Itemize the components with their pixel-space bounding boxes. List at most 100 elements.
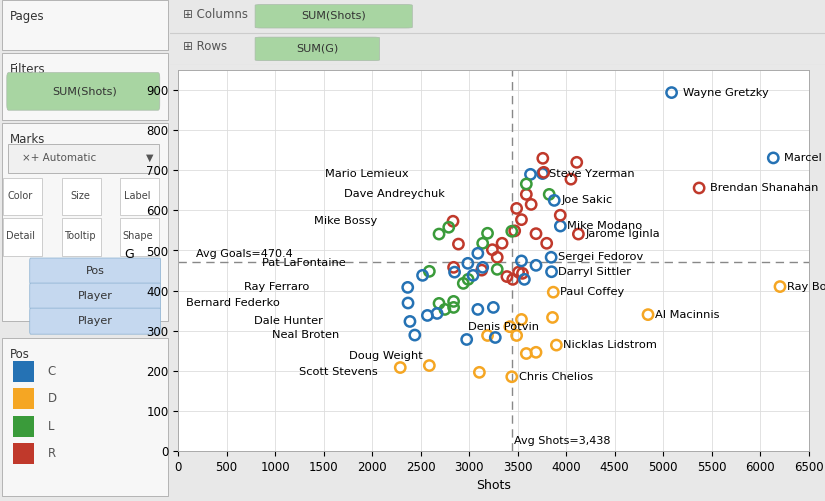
Point [447,298,460,306]
Point [422,362,436,370]
Text: Al Macinnis: Al Macinnis [655,310,719,320]
Point [403,318,417,326]
Text: Bernard Federko: Bernard Federko [186,298,280,308]
FancyBboxPatch shape [2,123,168,321]
Text: Pages: Pages [10,10,45,23]
Text: L: L [48,420,54,433]
Point [766,154,780,162]
Point [461,276,474,284]
Point [476,264,489,272]
Text: Jarome Iginla: Jarome Iginla [585,229,660,239]
Point [488,334,502,342]
FancyBboxPatch shape [62,178,101,215]
Point [510,332,523,340]
Point [515,215,528,223]
Point [475,266,488,274]
Text: Doug Weight: Doug Weight [349,351,422,361]
Text: Pos: Pos [86,266,105,276]
Point [520,180,533,188]
FancyBboxPatch shape [13,443,35,464]
Point [503,323,516,331]
Point [491,254,504,262]
Point [536,154,549,162]
Point [547,288,560,296]
Point [512,268,526,276]
Text: SUM(G): SUM(G) [296,43,338,53]
Point [481,229,494,237]
Text: Player: Player [78,291,112,301]
Point [500,273,513,281]
Point [510,204,523,212]
Point [530,348,543,356]
Text: Dale Hunter: Dale Hunter [254,317,323,327]
Text: Mario Lemieux: Mario Lemieux [325,169,408,179]
Point [471,249,484,258]
FancyBboxPatch shape [2,338,168,496]
Point [543,190,556,198]
Point [564,175,578,183]
Point [525,200,538,208]
FancyBboxPatch shape [30,258,161,284]
Text: C: C [48,365,56,378]
Point [486,245,499,254]
FancyBboxPatch shape [2,53,168,120]
Text: Darryl Sittler: Darryl Sittler [559,267,631,277]
Text: SUM(Shots): SUM(Shots) [301,11,366,21]
FancyBboxPatch shape [30,283,161,309]
Point [461,260,474,268]
Point [520,190,533,198]
FancyBboxPatch shape [30,308,161,334]
Point [481,332,494,340]
Text: Sergei Fedorov: Sergei Fedorov [558,253,644,263]
Text: Detail: Detail [6,231,35,241]
Point [442,223,455,231]
Text: Nicklas Lidstrom: Nicklas Lidstrom [563,340,658,350]
FancyBboxPatch shape [7,73,160,110]
Point [540,239,554,247]
Text: Denis Potvin: Denis Potvin [468,322,540,332]
Point [516,270,529,278]
Point [641,311,654,319]
Text: Dave Andreychuk: Dave Andreychuk [344,189,445,199]
Text: Steve Yzerman: Steve Yzerman [549,168,635,178]
Point [572,230,585,238]
Point [432,230,446,238]
Point [448,268,461,276]
Point [773,283,786,291]
Text: Marks: Marks [10,133,45,146]
Text: R: R [48,447,56,460]
Text: ×+ Automatic: ×+ Automatic [22,153,97,163]
Text: Avg Shots=3,438: Avg Shots=3,438 [515,436,611,446]
Point [421,312,434,320]
Point [570,158,583,166]
Point [431,310,444,318]
FancyBboxPatch shape [7,144,159,173]
FancyBboxPatch shape [2,218,41,256]
Point [505,373,518,381]
Point [530,229,543,237]
Text: ⊞ Columns: ⊞ Columns [183,8,248,21]
Point [476,239,489,247]
Point [446,217,460,225]
Text: Size: Size [70,191,90,201]
Point [447,264,460,272]
Point [422,268,436,276]
Text: Pos: Pos [10,348,30,361]
Point [438,306,451,314]
Point [518,276,531,284]
FancyBboxPatch shape [2,178,41,215]
Point [473,368,486,376]
Text: Scott Stevens: Scott Stevens [299,367,378,377]
Point [401,284,414,292]
Text: Chris Chelios: Chris Chelios [519,372,593,382]
Point [665,89,678,97]
Text: Player: Player [78,316,112,326]
FancyBboxPatch shape [13,361,35,382]
Point [520,350,533,358]
Point [549,341,563,349]
Text: Brendan Shanahan: Brendan Shanahan [710,183,818,193]
Point [408,331,422,339]
FancyBboxPatch shape [255,5,412,28]
Point [536,169,549,177]
Text: Filters: Filters [10,63,46,76]
